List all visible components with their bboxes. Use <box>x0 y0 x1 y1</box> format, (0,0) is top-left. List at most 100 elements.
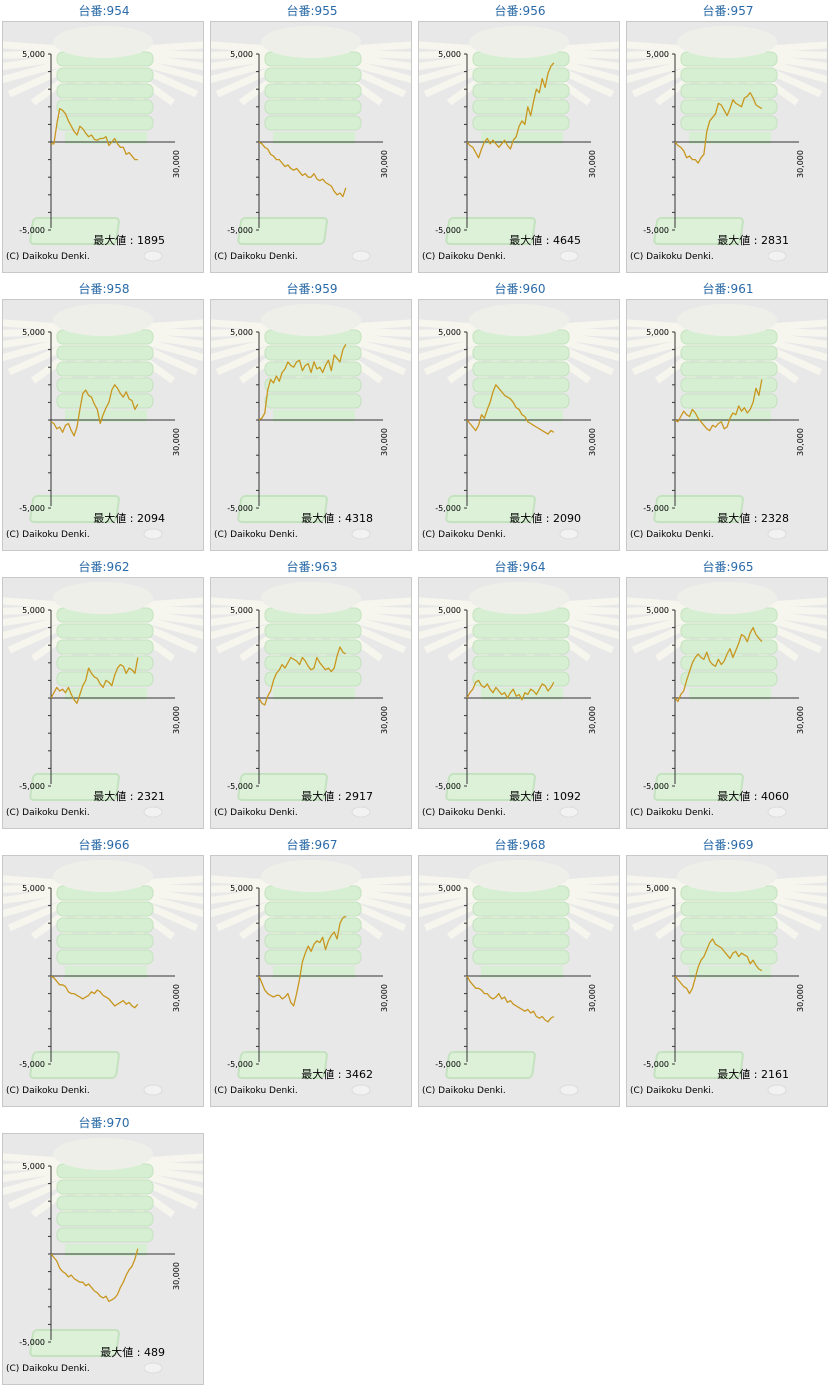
y-tick-label: 5,000 <box>646 50 669 59</box>
y-tick-label: 5,000 <box>230 884 253 893</box>
machine-title[interactable]: 台番:967 <box>286 838 338 852</box>
machine-title[interactable]: 台番:958 <box>78 282 130 296</box>
copyright-label: (C) Daikoku Denki. <box>6 808 90 818</box>
machine-title[interactable]: 台番:955 <box>286 4 338 18</box>
machine-title[interactable]: 台番:964 <box>494 560 546 574</box>
y-tick-label: 5,000 <box>230 50 253 59</box>
y-tick-label: 5,000 <box>438 50 461 59</box>
y-tick-label: 5,000 <box>646 328 669 337</box>
max-value-label: 最大値 : 2090 <box>509 512 581 525</box>
y-tick-label: -5,000 <box>435 1060 461 1069</box>
max-value-label: 最大値 : 4318 <box>301 512 373 525</box>
y-tick-label: -5,000 <box>227 1060 253 1069</box>
machine-title[interactable]: 台番:965 <box>702 560 754 574</box>
chart-panel: 5,000 -5,000 30,000 最大値 : 3462 (C) Daikoku D… <box>210 855 412 1107</box>
chart-cell: 台番:967 5,000 -5,000 30,000 最大値 : 3462 (C) Dai… <box>208 835 416 1113</box>
x-tick-label: 30,000 <box>380 428 389 456</box>
chart-panel: 5,000 -5,000 30,000 最大値 : 2328 (C) Daikoku D… <box>626 299 828 551</box>
data-series-line <box>466 62 555 159</box>
y-tick-label: -5,000 <box>19 782 45 791</box>
chart-panel: 5,000 -5,000 30,000 (C) Daikoku Denki. <box>2 855 204 1107</box>
chart-cell: 台番:956 5,000 -5,000 30,000 最大値 : 4645 (C) Dai… <box>416 1 624 279</box>
line-chart: 5,000 -5,000 30,000 <box>627 860 827 1096</box>
chart-panel: 5,000 -5,000 30,000 (C) Daikoku Denki. <box>418 855 620 1107</box>
machine-title[interactable]: 台番:961 <box>702 282 754 296</box>
y-tick-label: -5,000 <box>643 504 669 513</box>
line-chart: 5,000 -5,000 30,000 <box>3 860 203 1096</box>
chart-cell: 台番:955 5,000 -5,000 30,000 (C) Daikoku Denki… <box>208 1 416 279</box>
data-series-line <box>50 975 139 1009</box>
max-value-label: 最大値 : 1895 <box>93 234 165 247</box>
machine-title[interactable]: 台番:966 <box>78 838 130 852</box>
max-value-label: 最大値 : 2328 <box>717 512 789 525</box>
machine-title[interactable]: 台番:956 <box>494 4 546 18</box>
y-tick-label: 5,000 <box>438 606 461 615</box>
machine-title[interactable]: 台番:962 <box>78 560 130 574</box>
machine-title[interactable]: 台番:957 <box>702 4 754 18</box>
copyright-label: (C) Daikoku Denki. <box>6 1086 90 1096</box>
y-tick-label: -5,000 <box>19 1060 45 1069</box>
y-tick-label: 5,000 <box>22 884 45 893</box>
chart-panel: 5,000 -5,000 30,000 最大値 : 2094 (C) Daikoku D… <box>2 299 204 551</box>
data-series-line <box>50 1248 139 1303</box>
copyright-label: (C) Daikoku Denki. <box>630 252 714 262</box>
x-tick-label: 30,000 <box>172 150 181 178</box>
line-chart: 5,000 -5,000 30,000 <box>627 582 827 818</box>
max-value-label: 最大値 : 2831 <box>717 234 789 247</box>
copyright-label: (C) Daikoku Denki. <box>630 1086 714 1096</box>
y-tick-label: 5,000 <box>230 606 253 615</box>
y-tick-label: 5,000 <box>230 328 253 337</box>
background-decoration <box>419 304 619 540</box>
machine-title[interactable]: 台番:963 <box>286 560 338 574</box>
max-value-label: 最大値 : 2917 <box>301 790 373 803</box>
y-tick-label: -5,000 <box>643 1060 669 1069</box>
machine-title[interactable]: 台番:970 <box>78 1116 130 1130</box>
x-tick-label: 30,000 <box>588 150 597 178</box>
chart-cell: 台番:965 5,000 -5,000 30,000 最大値 : 4060 (C) Dai… <box>624 557 832 835</box>
x-tick-label: 30,000 <box>796 150 805 178</box>
max-value-label: 最大値 : 3462 <box>301 1068 373 1081</box>
chart-cell: 台番:958 5,000 -5,000 30,000 最大値 : 2094 (C) Dai… <box>0 279 208 557</box>
data-series-line <box>466 384 555 435</box>
y-tick-label: 5,000 <box>438 884 461 893</box>
chart-panel: 5,000 -5,000 30,000 最大値 : 2090 (C) Daikoku D… <box>418 299 620 551</box>
background-decoration <box>3 582 203 818</box>
x-tick-label: 30,000 <box>588 428 597 456</box>
line-chart: 5,000 -5,000 30,000 <box>419 860 619 1096</box>
data-series-line <box>466 975 555 1023</box>
chart-cell: 台番:966 5,000 -5,000 30,000 (C) Daikoku Denki… <box>0 835 208 1113</box>
line-chart: 5,000 -5,000 30,000 <box>419 26 619 262</box>
machine-title[interactable]: 台番:954 <box>78 4 130 18</box>
copyright-label: (C) Daikoku Denki. <box>214 530 298 540</box>
y-tick-label: 5,000 <box>22 50 45 59</box>
machine-title[interactable]: 台番:969 <box>702 838 754 852</box>
y-tick-label: -5,000 <box>227 782 253 791</box>
copyright-label: (C) Daikoku Denki. <box>6 1364 90 1374</box>
line-chart: 5,000 -5,000 30,000 <box>211 582 411 818</box>
background-decoration <box>3 860 203 1096</box>
data-series-line <box>674 626 763 703</box>
max-value-label: 最大値 : 1092 <box>509 790 581 803</box>
chart-cell: 台番:957 5,000 -5,000 30,000 最大値 : 2831 (C) Dai… <box>624 1 832 279</box>
chart-cell: 台番:963 5,000 -5,000 30,000 最大値 : 2917 (C) Dai… <box>208 557 416 835</box>
chart-cell: 台番:962 5,000 -5,000 30,000 最大値 : 2321 (C) Dai… <box>0 557 208 835</box>
copyright-label: (C) Daikoku Denki. <box>630 530 714 540</box>
max-value-label: 最大値 : 2161 <box>717 1068 789 1081</box>
copyright-label: (C) Daikoku Denki. <box>630 808 714 818</box>
copyright-label: (C) Daikoku Denki. <box>214 808 298 818</box>
machine-title[interactable]: 台番:959 <box>286 282 338 296</box>
machine-title[interactable]: 台番:968 <box>494 838 546 852</box>
background-decoration <box>3 1138 203 1374</box>
chart-cell: 台番:961 5,000 -5,000 30,000 最大値 : 2328 (C) Dai… <box>624 279 832 557</box>
y-tick-label: -5,000 <box>19 1338 45 1347</box>
copyright-label: (C) Daikoku Denki. <box>6 252 90 262</box>
max-value-label: 最大値 : 489 <box>100 1346 165 1359</box>
line-chart: 5,000 -5,000 30,000 <box>627 304 827 540</box>
line-chart: 5,000 -5,000 30,000 <box>3 1138 203 1374</box>
background-decoration <box>3 304 203 540</box>
data-series-line <box>50 657 139 704</box>
machine-title[interactable]: 台番:960 <box>494 282 546 296</box>
y-tick-label: 5,000 <box>646 606 669 615</box>
background-decoration <box>211 304 411 540</box>
copyright-label: (C) Daikoku Denki. <box>214 252 298 262</box>
